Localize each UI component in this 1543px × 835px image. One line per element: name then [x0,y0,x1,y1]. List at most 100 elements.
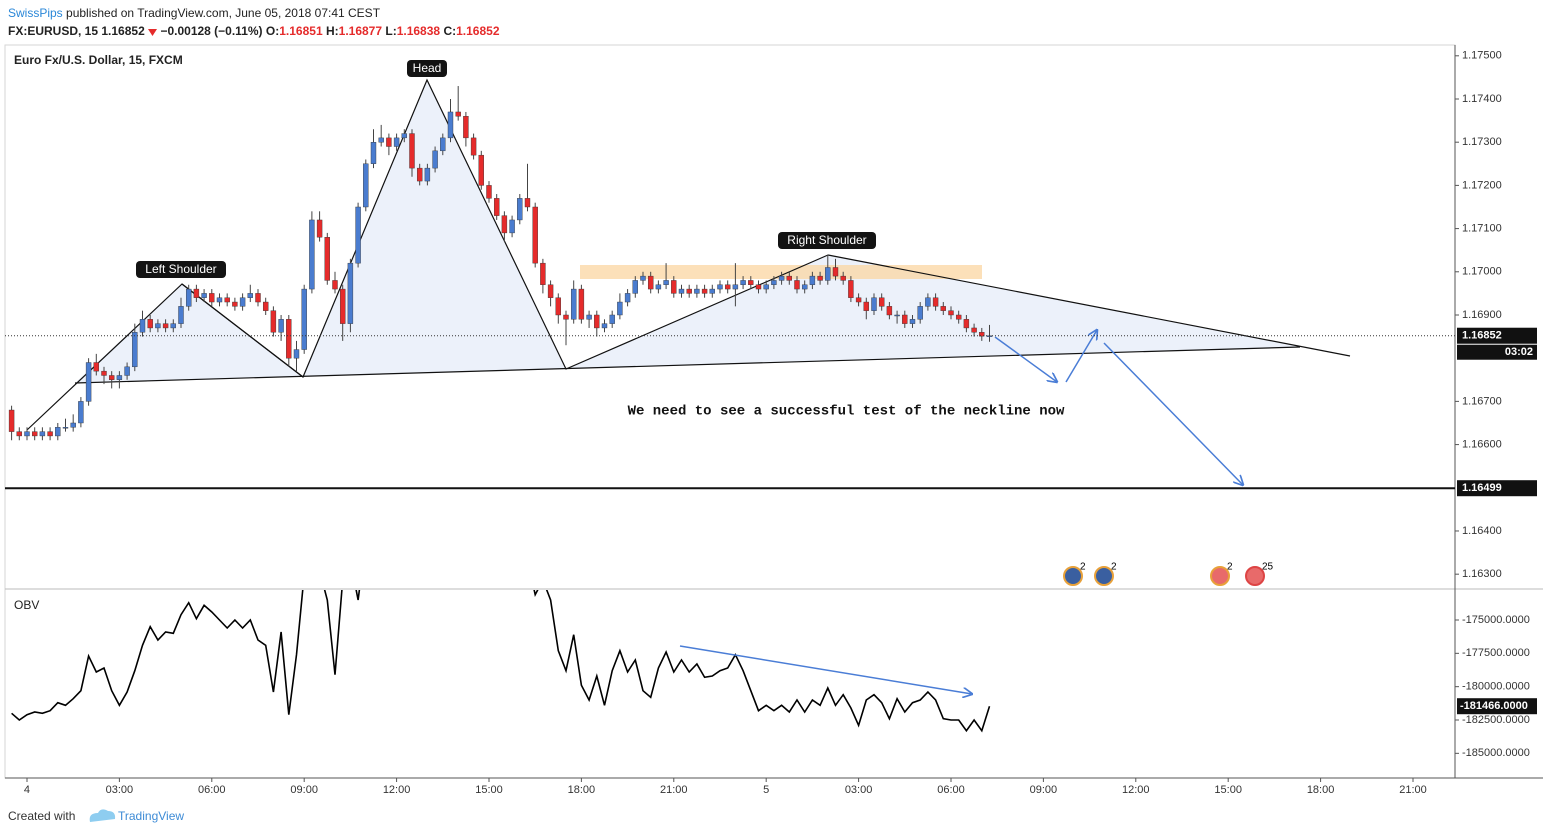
candle-body [78,401,84,424]
last: 1.16852 [101,24,145,38]
candle-body [640,275,646,281]
candle-body [108,375,115,380]
candle-body [871,297,877,311]
candle-body [101,370,107,376]
candle-body [909,319,916,324]
event-icon[interactable] [1094,566,1114,586]
candle-body [609,314,615,324]
candle-body [555,297,561,316]
x-tick-label: 03:00 [106,784,134,796]
x-tick-label: 09:00 [290,784,318,796]
footer-brand[interactable]: TradingView [118,809,184,823]
candle-body [147,319,153,329]
event-count: 2 [1227,562,1233,573]
candle-body [825,267,831,281]
candle-body [786,275,792,281]
y-tick-label: 1.17100 [1462,222,1502,234]
c-label: C: [443,24,457,38]
candle-body [594,314,600,329]
candle-body [686,288,692,294]
candle-body [8,409,15,432]
level-label-box [1457,480,1537,497]
header: SwissPips published on TradingView.com, … [8,4,500,40]
candle-body [678,288,685,294]
label-left-shoulder: Left Shoulder [136,261,226,278]
candle-body [778,275,785,281]
candle-body [524,198,531,208]
candle-body [224,297,230,303]
obv-tick-label: -185000.0000 [1462,747,1530,759]
candle-body [794,280,800,290]
l-label: L: [385,24,397,38]
divergence-arrow [679,645,972,694]
candle-body [270,310,277,333]
level-label: 1.16499 [1462,482,1502,494]
event-icons: 2 2 2 25 [1063,562,1274,586]
candle-body [47,431,53,437]
candle-body [486,185,492,199]
candle-body [440,137,446,152]
candle-body [116,375,123,380]
event-icon[interactable] [1063,566,1083,586]
x-tick-label: 15:00 [1214,784,1242,796]
pattern-lines [26,78,829,431]
candle-body [709,288,715,294]
candle-body [339,288,346,324]
upper-trendline [827,254,1351,357]
x-tick-label: 18:00 [568,784,596,796]
candle-body [647,275,654,290]
candle-body [886,306,893,316]
candle-body [478,154,484,186]
candle-body [193,288,200,298]
head-label: Head [413,61,442,75]
y-tick-label: 1.16600 [1462,438,1502,450]
candle-body [139,319,146,333]
candle-body [416,167,423,182]
event-icon[interactable] [1245,566,1265,586]
h-value: 1.16877 [338,24,383,38]
y-tick-label: 1.16700 [1462,395,1502,407]
candle-body [917,306,923,320]
countdown-label: 03:02 [1505,346,1533,358]
candle-body [501,215,508,234]
projection-arrow [1103,342,1243,485]
annotation-note: We need to see a successful test of the … [628,404,1065,420]
x-tick-label: 12:00 [1122,784,1150,796]
x-tick-label: 15:00 [475,784,503,796]
candle-body [370,141,377,164]
candle-body [517,198,523,221]
published: published on TradingView.com, June 05, 2… [66,6,381,20]
candle-body [963,319,970,329]
candle-body [24,431,30,437]
symbol: FX:EURUSD, 15 [8,24,99,38]
footer-created: Created with [8,809,75,823]
candle-body [848,280,854,298]
candle-body [170,323,176,329]
candle-body [840,275,846,281]
candle-body [239,297,246,307]
candle-body [455,111,461,117]
candle-body [940,306,946,311]
y-tick-label: 1.16400 [1462,525,1502,537]
author[interactable]: SwissPips [8,6,63,20]
candle-body [624,293,631,303]
candle-body [732,284,739,290]
candle-body [601,323,608,329]
x-tick-label: 21:00 [1399,784,1427,796]
candle-body [216,297,223,303]
candle-body [801,284,808,290]
candle-body [763,284,769,290]
candle-body [925,297,931,307]
obv-tick-label: -175000.0000 [1462,614,1530,626]
candle-body [948,310,954,316]
candle-body [355,206,361,264]
countdown-box [1457,344,1537,360]
event-icon[interactable] [1210,566,1230,586]
candle-body [832,267,839,277]
candle-body [85,362,92,402]
header-line-1: SwissPips published on TradingView.com, … [8,4,500,22]
o-value: 1.16851 [279,24,323,38]
candle-body [509,219,515,234]
c-value: 1.16852 [456,24,500,38]
shoulder-line [181,283,304,378]
